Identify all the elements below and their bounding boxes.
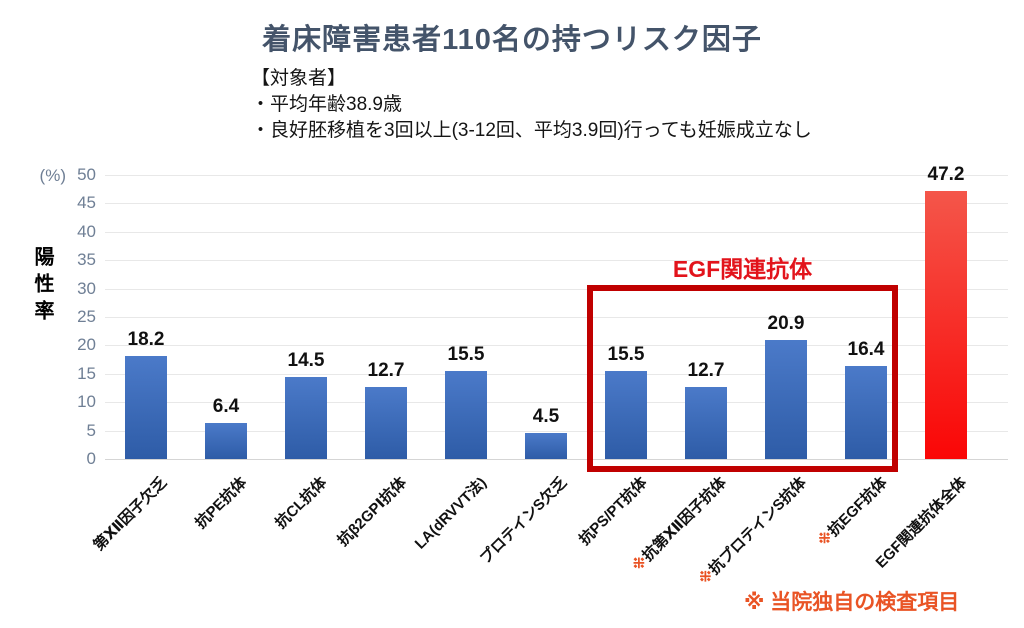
bar <box>125 355 167 459</box>
y-axis-tick-label: 45 <box>77 193 96 213</box>
x-category-label: 第Ⅻ因子欠乏 <box>88 472 171 555</box>
bar-value-label: 20.9 <box>767 313 805 335</box>
category-text: 抗PE抗体 <box>192 474 251 533</box>
y-axis-tick-label: 30 <box>77 278 96 298</box>
category-text: LA(dRVVT法) <box>411 474 491 553</box>
y-axis-title: 陽性率 <box>31 246 53 327</box>
y-axis-tick-label: 5 <box>86 420 96 440</box>
egf-highlight-box <box>587 285 898 472</box>
bar-value-label: 4.5 <box>532 406 560 428</box>
x-category-label: ※抗EGF抗体 <box>812 472 891 551</box>
egf-highlight-label: EGF関連抗体 <box>672 256 813 282</box>
footnote: ※ 当院独自の検査項目 <box>744 591 960 614</box>
gridline <box>105 175 1008 176</box>
gridline <box>105 203 1008 205</box>
y-axis-unit-label: (%) <box>39 166 66 185</box>
chart-title: 着床障害患者110名の持つリスク因子 <box>262 24 762 56</box>
y-axis-tick-label: 50 <box>77 165 96 184</box>
bar-value-label: 15.5 <box>447 343 485 365</box>
bar <box>845 365 887 459</box>
bar <box>605 370 647 459</box>
subject-line-1: ・平均年齢38.9歳 <box>251 94 402 115</box>
category-text: 抗PS/PT抗体 <box>575 474 651 549</box>
gridline <box>105 430 1008 432</box>
bar-value-label: 12.7 <box>367 359 405 381</box>
x-category-label: LA(dRVVT法) <box>410 472 491 553</box>
subject-line-2: ・良好胚移植を3回以上(3-12回、平均3.9回)行っても妊娠成立なし <box>251 120 812 141</box>
category-text: 第Ⅻ因子欠乏 <box>90 474 171 555</box>
gridline <box>105 402 1008 404</box>
gridline <box>105 260 1008 262</box>
gridline <box>105 288 1008 290</box>
subject-block: 【対象者】 ・平均年齢38.9歳 ・良好胚移植を3回以上(3-12回、平均3.9… <box>251 66 812 144</box>
gridline <box>105 459 1008 460</box>
gridline <box>105 231 1008 233</box>
bar-value-label: 14.5 <box>287 349 325 371</box>
bar <box>685 386 727 459</box>
bar-value-label: 15.5 <box>607 343 645 365</box>
y-axis-tick-label: 40 <box>77 221 96 241</box>
y-axis-tick-label: 20 <box>77 335 96 355</box>
y-axis-tick-label: 25 <box>77 307 96 326</box>
category-text: 抗EGF抗体 <box>824 474 891 540</box>
gridline <box>105 317 1008 318</box>
y-axis-tick-label: 10 <box>77 392 96 412</box>
bar-value-label: 18.2 <box>127 328 165 350</box>
x-category-label: 抗β2GPⅠ抗体 <box>333 472 411 550</box>
gridline <box>105 373 1008 375</box>
bar-value-label: 16.4 <box>847 338 885 360</box>
category-text: プロテインS欠乏 <box>476 474 571 568</box>
bar <box>765 340 807 459</box>
x-category-label: 抗PE抗体 <box>190 472 251 533</box>
bar-total <box>925 190 967 459</box>
subject-heading: 【対象者】 <box>251 68 347 89</box>
x-category-label: 抗CL抗体 <box>270 472 331 533</box>
bar-value-label: 6.4 <box>212 395 240 417</box>
bar <box>445 370 487 459</box>
bar-value-label: 47.2 <box>927 163 965 185</box>
bar-value-label: 12.7 <box>687 359 725 381</box>
x-category-label: 抗PS/PT抗体 <box>574 472 651 549</box>
bar <box>285 376 327 459</box>
category-text: 抗β2GPⅠ抗体 <box>334 474 411 550</box>
y-axis-tick-label: 15 <box>77 363 96 383</box>
bar <box>365 386 407 459</box>
y-axis-tick-label: 35 <box>77 250 96 270</box>
y-axis-tick-label: 0 <box>86 449 96 468</box>
bar <box>205 422 247 459</box>
category-text: 抗CL抗体 <box>272 474 331 533</box>
gridline <box>105 345 1008 347</box>
bar <box>525 433 567 459</box>
